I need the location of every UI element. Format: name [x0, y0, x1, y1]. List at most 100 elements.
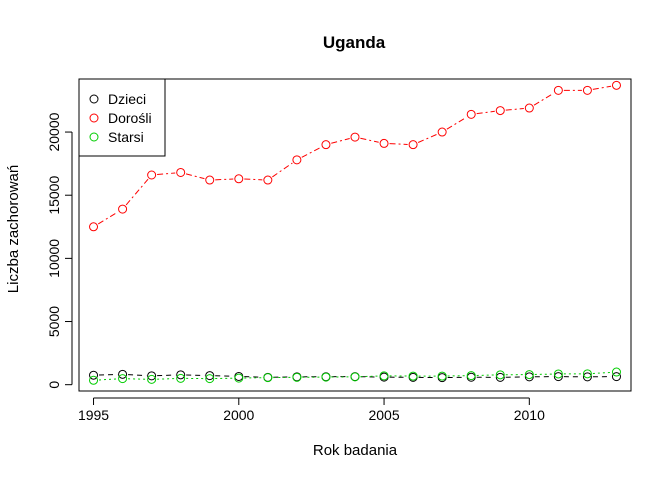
- data-point: [263, 175, 273, 185]
- data-point: [466, 109, 476, 119]
- legend-label: Dzieci: [108, 91, 146, 107]
- legend-marker: [89, 94, 99, 104]
- x-tick-label: 1995: [78, 407, 109, 423]
- series-line-segment: [476, 110, 495, 115]
- y-axis-title: Liczba zachorowań: [5, 165, 22, 293]
- data-point: [147, 371, 157, 381]
- data-point: [350, 372, 360, 382]
- series-line-segment: [360, 137, 379, 143]
- series-line-segment: [215, 178, 234, 181]
- y-tick-label: 15000: [46, 176, 62, 215]
- data-point: [524, 370, 534, 380]
- series-2: [89, 367, 621, 385]
- series-line-segment: [128, 374, 147, 377]
- data-point: [408, 371, 418, 381]
- series-line-segment: [417, 133, 438, 143]
- data-point: [408, 140, 418, 150]
- series-line-segment: [125, 178, 149, 206]
- x-tick-label: 2010: [514, 407, 545, 423]
- data-point: [611, 367, 621, 377]
- series-line-segment: [592, 85, 612, 90]
- data-point: [350, 132, 360, 142]
- data-point: [321, 140, 331, 150]
- data-point: [379, 138, 389, 148]
- plot-frame: [78, 78, 632, 392]
- series-line-segment: [157, 374, 176, 377]
- legend-label: Starsi: [108, 129, 144, 145]
- y-tick-label: 10000: [46, 239, 62, 278]
- data-point: [118, 204, 128, 214]
- series-line-segment: [97, 211, 119, 225]
- series-line-segment: [99, 373, 118, 376]
- series-line-segment: [446, 116, 467, 130]
- data-point: [611, 372, 621, 382]
- series-line-segment: [272, 162, 293, 178]
- series-line-segment: [157, 172, 176, 176]
- data-point: [553, 85, 563, 95]
- data-point: [437, 127, 447, 137]
- data-point: [582, 372, 592, 382]
- series-line-segment: [533, 92, 554, 106]
- data-point: [205, 371, 215, 381]
- series-line-segment: [244, 376, 263, 378]
- data-point: [89, 370, 99, 380]
- series-line-segment: [389, 143, 408, 145]
- data-point: [176, 370, 186, 380]
- data-point: [495, 372, 505, 382]
- data-point: [553, 372, 563, 382]
- data-point: [292, 372, 302, 382]
- data-point: [553, 369, 563, 379]
- data-point: [205, 374, 215, 384]
- y-tick-label: 0: [46, 381, 62, 389]
- data-point: [147, 170, 157, 180]
- series-line-segment: [360, 375, 379, 378]
- series-line-segment: [244, 178, 263, 181]
- data-point: [89, 222, 99, 232]
- legend-box: [78, 78, 166, 157]
- data-point: [495, 106, 505, 116]
- data-point: [611, 80, 621, 90]
- data-point: [118, 369, 128, 379]
- data-point: [176, 373, 186, 383]
- data-point: [89, 375, 99, 385]
- data-point: [234, 174, 244, 184]
- y-tick-label: 20000: [46, 112, 62, 151]
- legend-marker: [89, 113, 99, 123]
- series-line-segment: [301, 146, 322, 158]
- x-axis-title: Rok badania: [313, 442, 398, 459]
- x-tick-label: 2005: [368, 407, 399, 423]
- series-line-segment: [185, 173, 205, 180]
- data-point: [524, 103, 534, 113]
- series-line-segment: [98, 378, 118, 381]
- data-point: [263, 373, 273, 383]
- data-point: [495, 370, 505, 380]
- series-line-segment: [157, 378, 176, 380]
- data-point: [466, 371, 476, 381]
- series-0: [89, 369, 621, 383]
- data-point: [582, 85, 592, 95]
- series-line-segment: [215, 375, 234, 377]
- series-line-segment: [505, 108, 524, 111]
- data-point: [118, 374, 128, 384]
- data-point: [176, 167, 186, 177]
- data-point: [437, 371, 447, 381]
- data-point: [292, 155, 302, 165]
- data-point: [147, 374, 157, 384]
- series-line-segment: [592, 371, 612, 374]
- y-tick-label: 5000: [46, 306, 62, 337]
- series-line-segment: [331, 138, 350, 144]
- chart-title: Uganda: [323, 33, 386, 52]
- legend-marker: [89, 132, 99, 142]
- series-layer: [89, 80, 621, 385]
- data-point: [582, 369, 592, 379]
- data-point: [379, 371, 389, 381]
- data-point: [234, 373, 244, 383]
- data-point: [205, 175, 215, 185]
- data-point: [524, 372, 534, 382]
- x-tick-label: 2000: [223, 407, 254, 423]
- data-point: [321, 372, 331, 382]
- series-1: [89, 80, 621, 232]
- legend-label: Dorośli: [108, 110, 152, 126]
- legend: Dzieci Dorośli Starsi: [78, 78, 166, 157]
